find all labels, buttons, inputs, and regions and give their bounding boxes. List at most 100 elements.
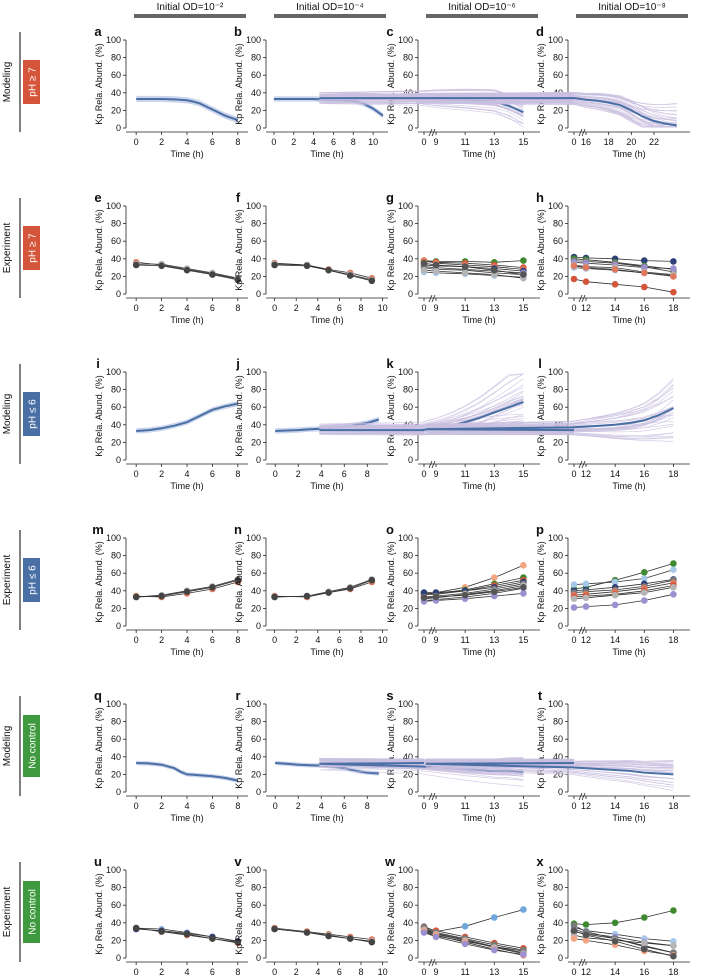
panel-a: a 0 20 40 60 80 100 0 2 4 6 8 Time (h) Kp Rela. Abund… (94, 24, 248, 159)
y-tick-label: 100 (246, 201, 261, 211)
y-tick-label: 20 (553, 769, 563, 779)
condition-badge-label: pH ≤ 6 (28, 565, 39, 595)
x-tick-label: 15 (518, 469, 528, 479)
x-tick-label: 0 (273, 469, 278, 479)
panel-t: t 0 20 40 60 80 100 0 12 14 16 18 Time (h) Kp Rela. A… (425, 688, 690, 823)
x-tick-label: 11 (460, 137, 469, 147)
experiment-data-point (570, 604, 578, 611)
experiment-data-point (670, 273, 677, 280)
y-tick-label: 100 (246, 699, 261, 709)
experiment-data-point (582, 264, 590, 271)
x-tick-label: 6 (342, 801, 347, 811)
x-tick-label: 13 (489, 469, 499, 479)
experiment-data-point (641, 283, 648, 291)
x-tick-label: 10 (368, 137, 378, 147)
x-tick-label: 18 (668, 469, 678, 479)
y-tick-label: 20 (251, 769, 261, 779)
model-trace (319, 373, 524, 428)
condition-badge (23, 392, 40, 436)
y-tick-label: 40 (111, 88, 121, 98)
x-tick-label: 4 (319, 469, 324, 479)
experiment-data-point (209, 584, 216, 591)
y-tick-label: 20 (111, 603, 121, 613)
experiment-data-point (461, 263, 469, 271)
y-tick-label: 20 (403, 769, 413, 779)
x-tick-label: 0 (134, 469, 139, 479)
panel-j: j 0 20 40 60 80 100 0 2 4 6 8 Time (h) Kp Rela. Abund… (234, 356, 388, 491)
condition-badge-label: pH ≥ 7 (28, 233, 39, 263)
y-axis-label: Kp Rela. Abund. (%) (386, 541, 396, 623)
y-tick-label: 20 (251, 603, 261, 613)
x-tick-label: 6 (337, 303, 342, 313)
y-tick-label: 0 (116, 787, 121, 797)
axis-break (578, 958, 583, 967)
model-trace (425, 432, 674, 438)
y-tick-label: 0 (558, 953, 563, 963)
y-tick-label: 0 (116, 455, 121, 465)
y-tick-label: 60 (251, 734, 261, 744)
y-tick-label: 80 (553, 219, 563, 229)
y-tick-label: 60 (403, 734, 413, 744)
y-tick-label: 20 (553, 603, 563, 613)
experiment-data-point (582, 937, 590, 944)
panel-letter: w (384, 854, 396, 869)
x-tick-label: 12 (581, 635, 591, 645)
x-tick-label: 6 (210, 635, 215, 645)
column-header-od: Initial OD=10⁻² (157, 2, 224, 13)
row-type-label: Experiment (2, 886, 13, 937)
y-tick-label: 0 (408, 123, 413, 133)
model-trace (415, 93, 677, 122)
x-tick-label: 0 (272, 303, 277, 313)
experiment-data-point (183, 588, 191, 595)
y-tick-label: 20 (251, 105, 261, 115)
row-type-label: Experiment (2, 222, 13, 273)
y-tick-label: 80 (403, 551, 413, 561)
condition-badge (23, 715, 40, 777)
experiment-data-point (432, 261, 440, 269)
model-trace (319, 373, 524, 429)
y-tick-label: 80 (251, 385, 261, 395)
axis-break (578, 792, 583, 801)
axis-break (428, 958, 433, 967)
model-trace (319, 378, 524, 430)
model-trace (425, 764, 674, 779)
y-tick-label: 60 (553, 900, 563, 910)
y-axis-label: Kp Rela. Abund. (%) (234, 873, 244, 955)
experiment-data-point (570, 922, 578, 929)
x-tick-label: 13 (489, 635, 499, 645)
x-tick-label: 8 (359, 303, 364, 313)
axis-break (581, 792, 586, 801)
model-trace (425, 408, 674, 433)
panel-v: v0204060801000246810Time (h)Kp Rela. Abu… (234, 854, 388, 977)
x-tick-label: 6 (337, 635, 342, 645)
y-tick-label: 40 (251, 254, 261, 264)
x-axis-label: Time (h) (310, 813, 343, 823)
x-tick-label: 0 (134, 967, 139, 977)
row-type-label: Experiment (2, 554, 13, 605)
y-tick-label: 80 (111, 219, 121, 229)
x-tick-label: 11 (460, 801, 469, 811)
y-tick-label: 60 (403, 900, 413, 910)
experiment-data-point (520, 590, 527, 597)
model-trace (425, 390, 674, 429)
panel-u: u02040608010002468Time (h)Kp Rela. Abund… (94, 854, 248, 977)
panel-letter: e (94, 190, 101, 205)
x-tick-label: 18 (668, 303, 678, 313)
y-tick-label: 60 (403, 236, 413, 246)
y-tick-label: 80 (403, 219, 413, 229)
x-tick-label: 6 (210, 137, 215, 147)
x-tick-label: 4 (311, 137, 316, 147)
x-tick-label: 2 (159, 967, 164, 977)
x-tick-label: 0 (134, 137, 139, 147)
panel-w: w02040608010009111315Time (h)Kp Rela. Ab… (384, 854, 540, 977)
experiment-series-line (573, 910, 674, 926)
y-tick-label: 80 (553, 717, 563, 727)
y-tick-label: 80 (111, 717, 121, 727)
y-tick-label: 100 (106, 865, 121, 875)
y-tick-label: 20 (251, 935, 261, 945)
row-label-0: Modeling pH ≥ 7 (2, 32, 40, 132)
model-confidence-band (136, 401, 238, 434)
model-trace (415, 94, 677, 119)
y-tick-label: 40 (553, 918, 563, 928)
